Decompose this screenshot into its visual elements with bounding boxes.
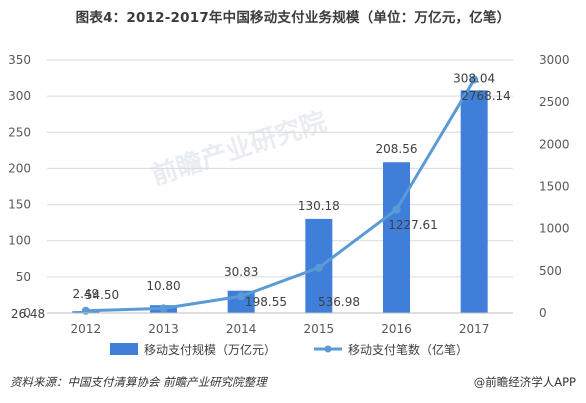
y-left-tick-label: 100	[8, 234, 31, 248]
line-data-label: 1227.61	[388, 218, 438, 232]
y-right-tick-label: 2000	[539, 137, 570, 151]
watermark: 前瞻产业研究院	[148, 106, 331, 192]
bar-2016	[383, 162, 410, 313]
source-note: 资料来源：中国支付清算协会 前瞻产业研究院整理	[10, 375, 267, 389]
line-point-2015	[314, 263, 323, 272]
legend-bar-swatch	[110, 343, 138, 355]
y-left-tick-label: 250	[8, 125, 31, 139]
line-point-2016	[392, 205, 401, 214]
axes: 0 50 100 150 200 250 300 350 0 500 1000 1500 2000 250…	[8, 53, 569, 336]
line-point-2012	[81, 306, 90, 315]
bar-data-label: 30.83	[224, 265, 258, 279]
watermark-text: 前瞻产业研究院	[148, 106, 331, 192]
bar-data-label: 10.80	[146, 279, 180, 293]
line-data-label: 536.98	[318, 295, 360, 309]
y-right-tick-label: 3000	[539, 53, 570, 67]
x-tick-label: 2014	[226, 322, 257, 336]
line-data-label: 54.50	[85, 288, 119, 302]
chart-title: 图表4：2012-2017年中国移动支付业务规模（单位：万亿元，亿笔）	[75, 10, 511, 26]
line-point-2014	[237, 292, 246, 301]
line-point-2013	[159, 304, 168, 313]
y-left-tick-label: 50	[16, 270, 31, 284]
x-tick-label: 2015	[304, 322, 335, 336]
bar-2017	[460, 90, 488, 313]
line-point-2017	[470, 75, 479, 84]
bar-data-label: 130.18	[298, 199, 340, 213]
line-data-label: 26.48	[11, 307, 45, 321]
y-right-tick-label: 500	[539, 264, 562, 278]
x-tick-label: 2016	[381, 322, 412, 336]
line-data-label: 198.55	[245, 295, 287, 309]
brand-credit: @前瞻经济学人APP	[473, 375, 576, 389]
legend-bar-label: 移动支付规模（万亿元）	[144, 342, 276, 357]
y-right-tick-label: 0	[539, 306, 547, 320]
y-left-tick-label: 300	[8, 89, 31, 103]
y-left-tick-label: 150	[8, 198, 31, 212]
gridlines	[47, 59, 513, 314]
line-series	[81, 75, 479, 315]
y-right-tick-label: 2500	[539, 95, 570, 109]
legend: 移动支付规模（万亿元） 移动支付笔数（亿笔）	[110, 342, 468, 357]
x-tick-label: 2013	[148, 322, 179, 336]
y-right-tick-label: 1500	[539, 180, 570, 194]
bar-data-label: 308.04	[453, 71, 495, 85]
x-tick-label: 2017	[459, 322, 490, 336]
y-right-tick-label: 1000	[539, 222, 570, 236]
legend-line-marker	[324, 345, 332, 353]
line-data-label: 2768.14	[461, 89, 511, 103]
legend-line-label: 移动支付笔数（亿笔）	[348, 342, 468, 357]
data-labels: 2.49 10.80 30.83 130.18 208.56 308.04 26.48 54.…	[11, 71, 511, 321]
bar-data-label: 2.49	[72, 287, 99, 301]
bar-data-label: 208.56	[376, 142, 418, 156]
y-left-tick-label: 200	[8, 161, 31, 175]
y-left-tick-label: 350	[8, 53, 31, 67]
x-tick-label: 2012	[71, 322, 102, 336]
y-left-tick-label: 0	[23, 306, 31, 320]
line-path	[85, 78, 476, 313]
